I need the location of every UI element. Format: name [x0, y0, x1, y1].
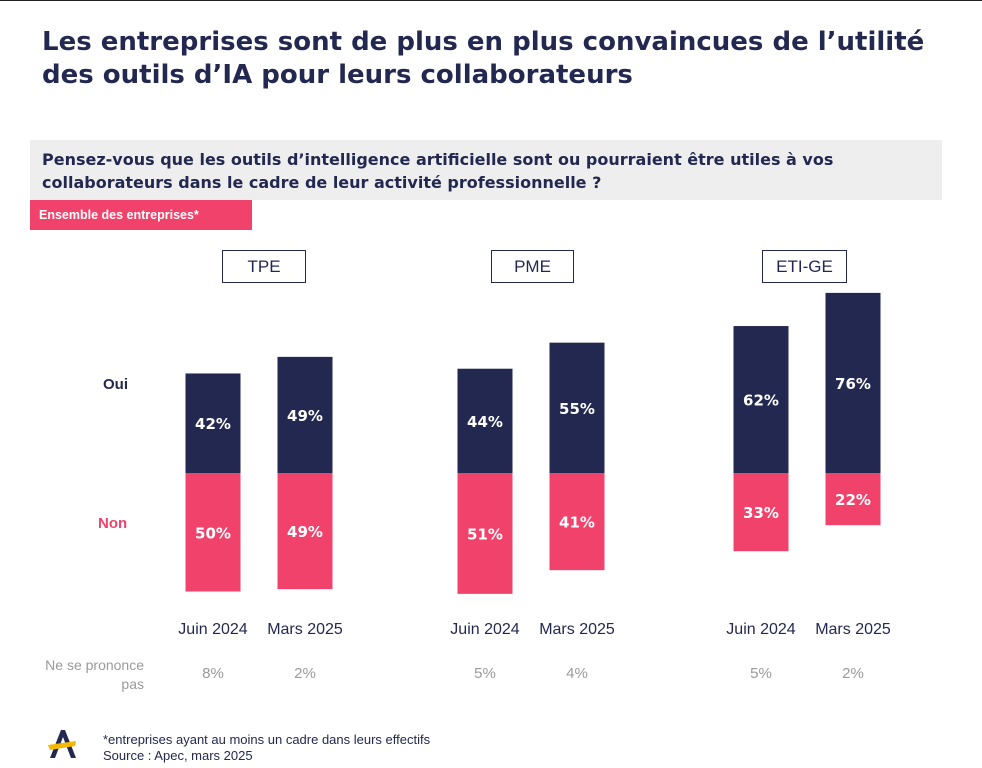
label-non-eti-ge-0: 33%: [743, 504, 779, 522]
bar-non-tpe-0: [185, 473, 241, 592]
label-non-eti-ge-1: 22%: [835, 491, 871, 509]
apec-logo-icon: [48, 730, 76, 758]
group-title-eti-ge: ETI-GE: [762, 250, 847, 283]
label-nsp-tpe-1: 2%: [294, 665, 316, 682]
title-line-2: des outils d’IA pour leurs collaborateur…: [42, 60, 633, 90]
bar-oui-tpe-0: [185, 373, 241, 473]
footnote: *entreprises ayant au moins un cadre dan…: [103, 732, 431, 747]
bar-non-tpe-1: [277, 473, 333, 590]
label-nsp-pme-0: 5%: [474, 665, 496, 682]
row-label-non: Non: [98, 515, 128, 532]
source: Source : Apec, mars 2025: [103, 748, 253, 763]
question-box: [30, 140, 942, 200]
label-oui-eti-ge-0: 62%: [743, 392, 779, 410]
category-label-pme-0: Juin 2024: [450, 621, 519, 638]
nsp-label-line-2: pas: [121, 676, 144, 692]
label-non-pme-1: 41%: [559, 514, 595, 532]
category-label-eti-ge-0: Juin 2024: [726, 621, 795, 638]
nsp-row-label: Ne se prononce pas: [20, 656, 144, 694]
label-oui-pme-1: 55%: [559, 400, 595, 418]
label-non-pme-0: 51%: [467, 525, 503, 543]
bar-oui-tpe-1: [277, 356, 333, 473]
category-label-tpe-1: Mars 2025: [267, 621, 343, 638]
bar-oui-eti-ge-0: [733, 326, 789, 473]
category-label-eti-ge-1: Mars 2025: [815, 621, 891, 638]
bar-oui-pme-1: [549, 342, 605, 473]
group-title-tpe: TPE: [222, 250, 306, 283]
scope-badge: Ensemble des entreprises*: [30, 200, 252, 230]
category-label-tpe-0: Juin 2024: [178, 621, 247, 638]
bar-non-eti-ge-0: [733, 473, 789, 552]
question-line-2: collaborateurs dans le cadre de leur act…: [42, 173, 602, 192]
bar-oui-eti-ge-1: [825, 292, 881, 473]
row-label-oui: Oui: [103, 376, 128, 393]
bar-non-pme-0: [457, 473, 513, 594]
label-oui-tpe-0: 42%: [195, 415, 231, 433]
nsp-label-line-1: Ne se prononce: [45, 657, 144, 673]
label-non-tpe-1: 49%: [287, 523, 323, 541]
label-nsp-tpe-0: 8%: [202, 665, 224, 682]
label-oui-tpe-1: 49%: [287, 407, 323, 425]
survey-question: Pensez-vous que les outils d’intelligenc…: [42, 148, 932, 194]
label-non-tpe-0: 50%: [195, 524, 231, 542]
page-title: Les entreprises sont de plus en plus con…: [42, 26, 982, 92]
label-oui-pme-0: 44%: [467, 413, 503, 431]
group-title-pme: PME: [491, 250, 574, 283]
bar-non-eti-ge-1: [825, 473, 881, 526]
bar-non-pme-1: [549, 473, 605, 571]
label-nsp-pme-1: 4%: [566, 665, 588, 682]
footer: *entreprises ayant au moins un cadre dan…: [103, 732, 430, 764]
top-divider: [0, 0, 982, 1]
question-line-1: Pensez-vous que les outils d’intelligenc…: [42, 150, 834, 169]
label-oui-eti-ge-1: 76%: [835, 375, 871, 393]
label-nsp-eti-ge-1: 2%: [842, 665, 864, 682]
label-nsp-eti-ge-0: 5%: [750, 665, 772, 682]
bar-oui-pme-0: [457, 368, 513, 473]
category-label-pme-1: Mars 2025: [539, 621, 615, 638]
title-line-1: Les entreprises sont de plus en plus con…: [42, 27, 925, 57]
